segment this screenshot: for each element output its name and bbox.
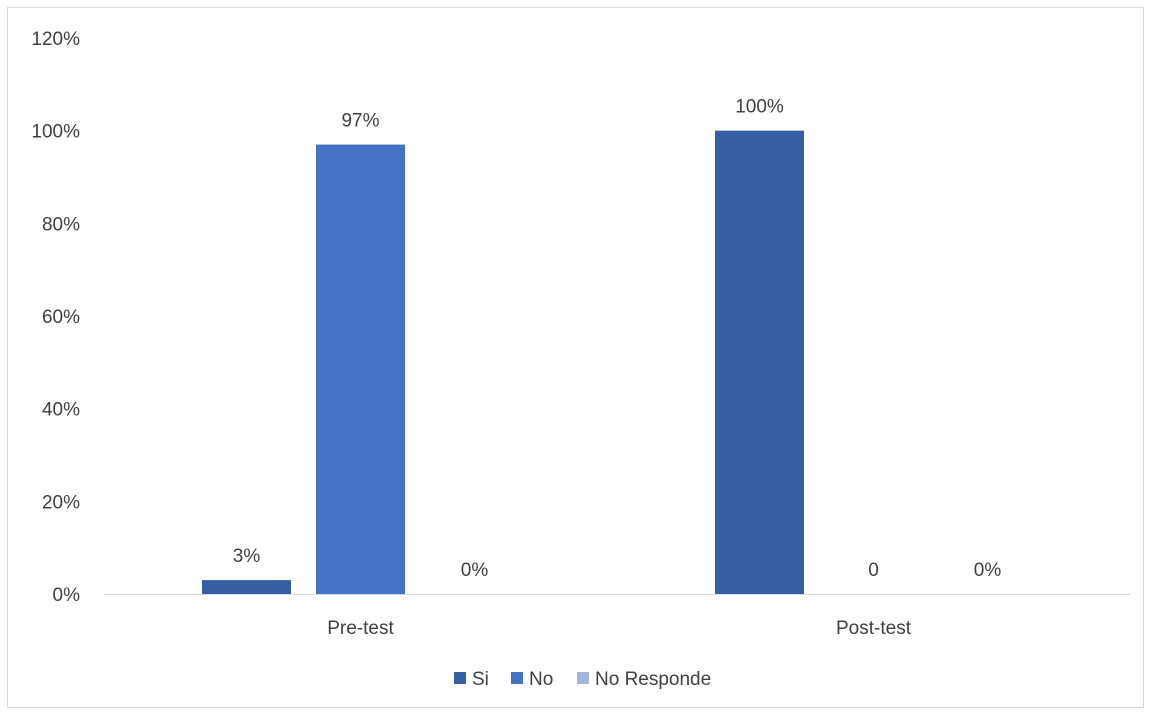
- legend-swatch: [454, 672, 466, 684]
- category-label: Pre-test: [327, 618, 394, 639]
- bars-group: [202, 130, 804, 595]
- data-label: 0: [868, 560, 879, 581]
- bar-si-post-test: [715, 130, 804, 594]
- data-label: 97%: [341, 111, 379, 132]
- category-labels-group: Pre-test Post-test: [327, 618, 911, 639]
- y-tick-label: 20%: [42, 492, 80, 513]
- data-label: 3%: [233, 546, 261, 567]
- data-label: 0%: [461, 560, 489, 581]
- data-label: 100%: [735, 97, 784, 118]
- category-label: Post-test: [836, 618, 912, 639]
- bar-no-pre-test: [316, 144, 405, 595]
- bar-si-pre-test: [202, 580, 291, 594]
- y-tick-label: 80%: [42, 214, 80, 235]
- y-tick-label: 60%: [42, 307, 80, 328]
- legend-swatch: [511, 672, 523, 684]
- y-tick-label: 40%: [42, 400, 80, 421]
- y-tick-label: 100%: [31, 122, 80, 143]
- y-tick-label: 0%: [53, 585, 81, 606]
- data-label: 0%: [974, 560, 1002, 581]
- legend-swatch: [577, 672, 589, 684]
- y-axis-ticks: 0% 20% 40% 60% 80% 100% 120%: [31, 29, 80, 606]
- data-labels-group: 3% 97% 0% 100% 0 0%: [233, 97, 1002, 581]
- legend-label: Si: [472, 669, 489, 690]
- y-tick-label: 120%: [31, 29, 80, 50]
- chart-border: [7, 7, 1144, 708]
- legend-label: No Responde: [595, 669, 711, 690]
- legend: Si No No Responde: [454, 669, 711, 690]
- legend-label: No: [529, 669, 553, 690]
